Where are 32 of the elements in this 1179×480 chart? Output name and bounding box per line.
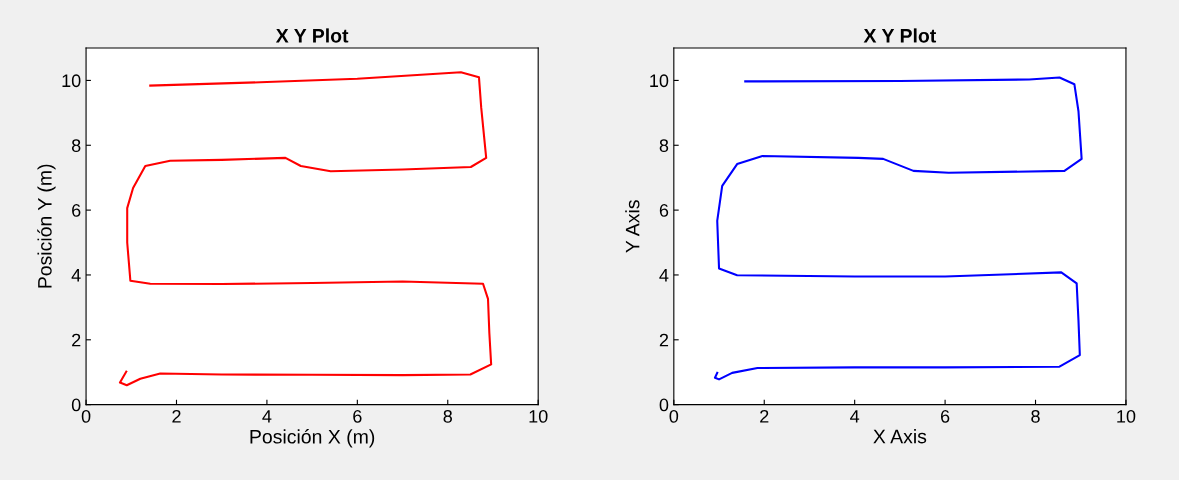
y-tick-label: 0 xyxy=(659,398,669,412)
x-tick-label: 2 xyxy=(172,409,181,423)
x-tick-label: 8 xyxy=(443,409,452,423)
x-tick-label: 6 xyxy=(353,409,362,423)
y-tick-label: 2 xyxy=(659,333,669,347)
x-tick-label: 2 xyxy=(760,409,769,423)
x-tick-label: 8 xyxy=(1031,409,1040,423)
y-axis-title: Posición Y (m) xyxy=(37,164,56,288)
x-tick-label: 10 xyxy=(1117,409,1136,423)
x-tick-label: 4 xyxy=(262,410,272,423)
x-tick-label: 0 xyxy=(81,409,91,423)
y-tick-label: 4 xyxy=(659,269,669,282)
line-series xyxy=(118,71,493,387)
y-axis-title: Y Axis xyxy=(625,200,640,253)
x-tick-label: 6 xyxy=(940,409,950,423)
x-tick-label: 0 xyxy=(669,409,679,423)
chart-title: X Y Plot xyxy=(863,28,937,43)
x-axis-title: X Axis xyxy=(873,429,927,444)
x-tick-label: 10 xyxy=(529,409,548,423)
y-tick-label: 8 xyxy=(659,139,669,152)
y-tick-label: 10 xyxy=(650,74,669,88)
y-tick-label: 0 xyxy=(71,398,81,412)
y-tick-label: 8 xyxy=(71,139,81,152)
y-tick-label: 10 xyxy=(62,74,81,88)
y-tick-label: 6 xyxy=(659,204,669,217)
x-tick-label: 4 xyxy=(850,410,860,423)
y-tick-label: 4 xyxy=(71,269,81,282)
y-tick-label: 6 xyxy=(72,204,81,217)
line-series xyxy=(713,76,1083,381)
x-axis-title: Posición X (m) xyxy=(250,429,375,448)
chart-title: X Y Plot xyxy=(275,28,349,43)
y-tick-label: 2 xyxy=(72,333,81,347)
